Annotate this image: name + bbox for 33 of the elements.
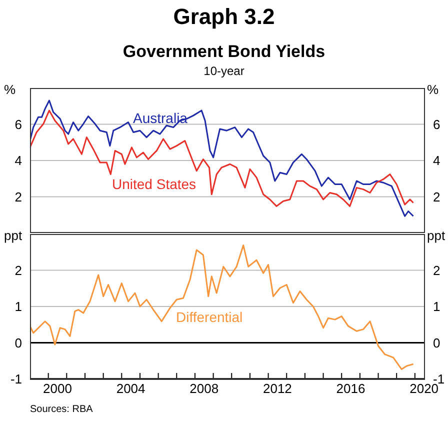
y2-tick-label: 0 xyxy=(433,335,440,350)
x-tick-label: 2020 xyxy=(410,381,439,396)
y-axis-title: ppt xyxy=(4,228,22,243)
x-tick-label: 2008 xyxy=(190,381,219,396)
y-tick-label: 2 xyxy=(14,262,22,278)
y-tick-label: 2 xyxy=(14,189,22,204)
y-tick-label: 1 xyxy=(14,299,22,314)
y2-tick-label: 2 xyxy=(433,189,440,204)
series-label: Differential xyxy=(176,309,243,325)
y-tick-label: 6 xyxy=(14,116,22,132)
x-tick-label: 2016 xyxy=(336,381,366,396)
series-label: United States xyxy=(112,176,196,192)
y2-axis-title: ppt xyxy=(427,228,446,243)
x-tick-label: 2012 xyxy=(262,381,292,396)
chart-subtitle: Government Bond Yields xyxy=(122,42,326,62)
y2-axis-title: % xyxy=(427,82,439,97)
y2-tick-label: 2 xyxy=(433,262,440,278)
y2-tick-label: 4 xyxy=(433,153,440,168)
chart-title: Graph 3.2 xyxy=(172,4,276,30)
source-note: Sources: RBA xyxy=(30,404,93,415)
y-tick-label: 4 xyxy=(14,153,22,168)
x-tick-label: 2000 xyxy=(43,381,72,396)
y-tick-label: -1 xyxy=(10,372,22,387)
line-series xyxy=(30,244,414,370)
y2-tick-label: 1 xyxy=(433,299,440,314)
y2-tick-label: 6 xyxy=(433,116,440,132)
line-series xyxy=(30,100,414,217)
y-axis-title: % xyxy=(4,82,16,97)
series-label: Australia xyxy=(133,110,188,126)
y-tick-label: 0 xyxy=(14,335,22,350)
x-tick-label: 2004 xyxy=(116,381,146,396)
line-series xyxy=(30,110,414,207)
text: 10-year xyxy=(202,64,246,78)
